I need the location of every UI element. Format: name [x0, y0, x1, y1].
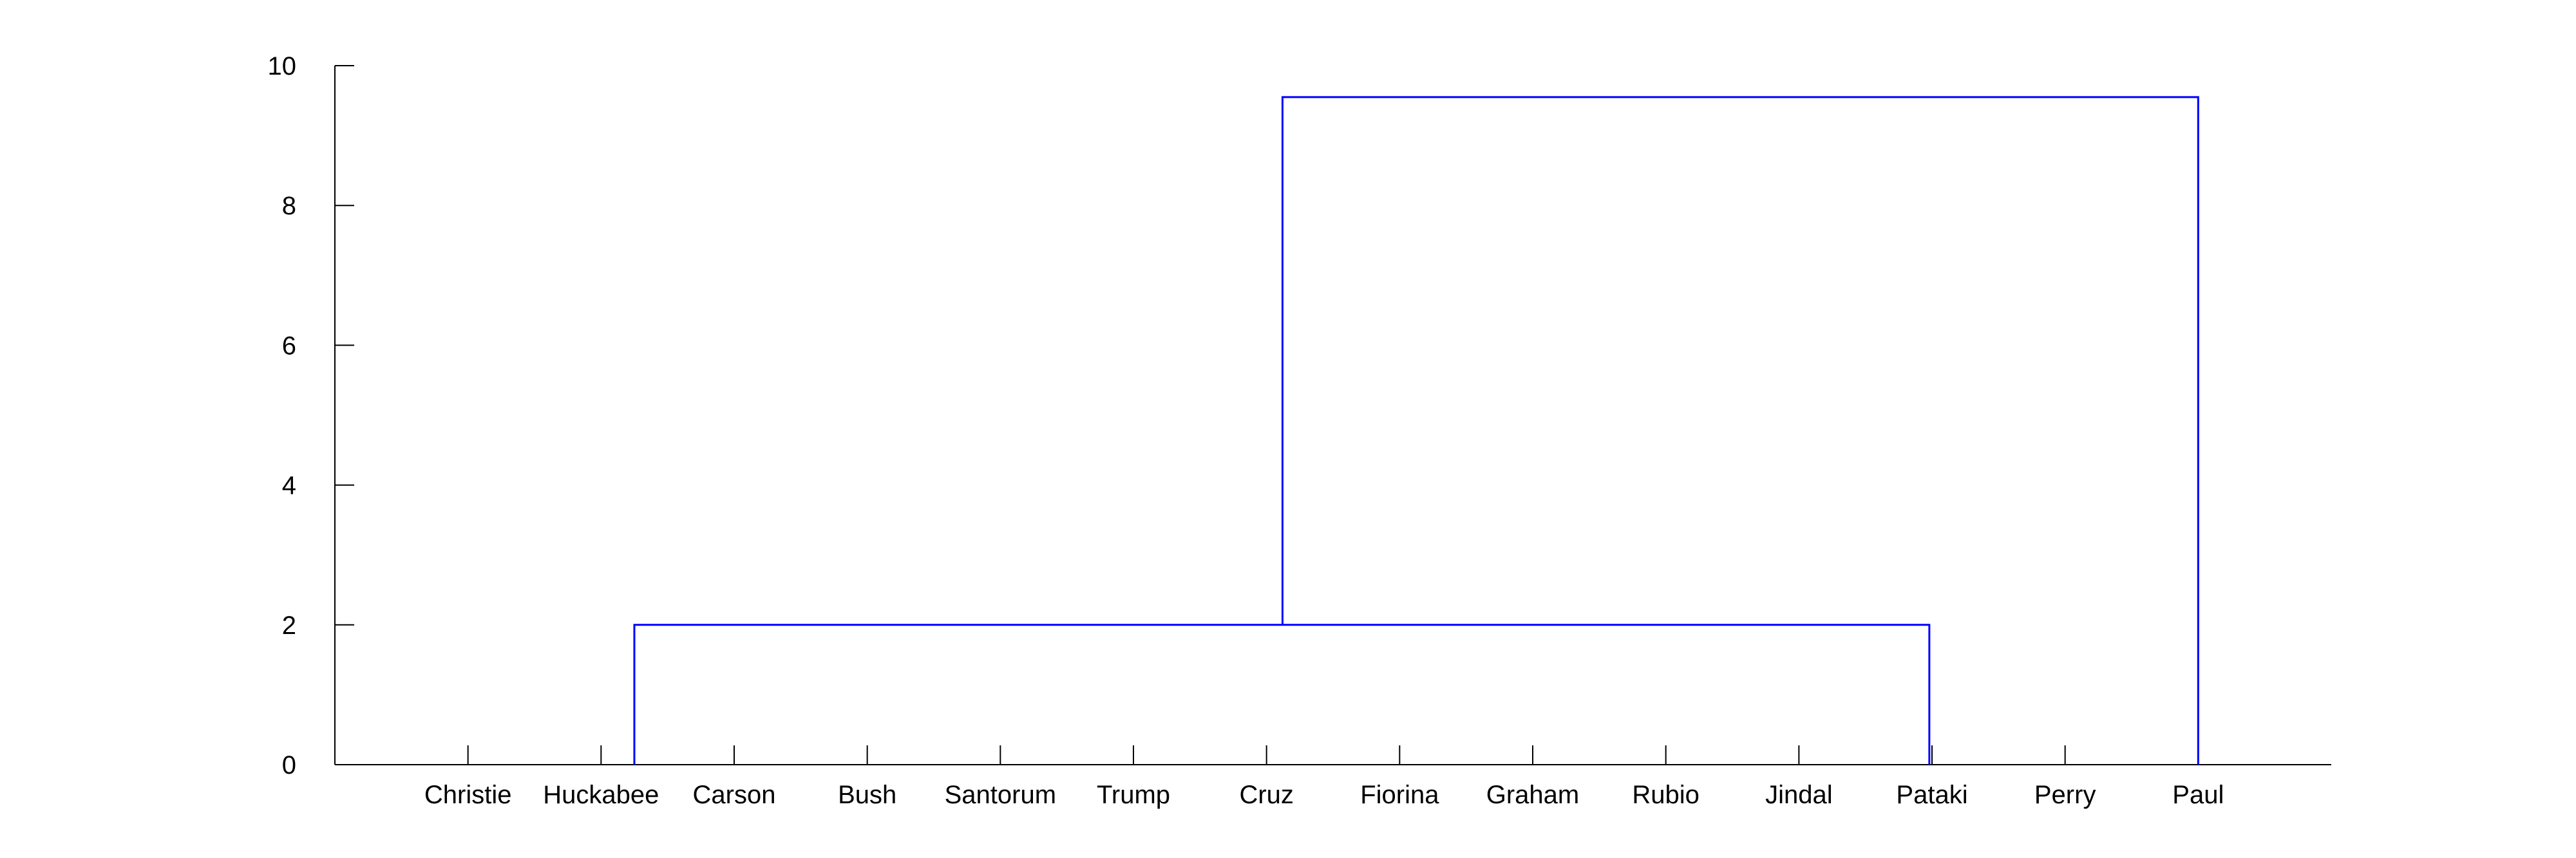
x-tick-label: Jindal: [1765, 781, 1833, 809]
x-tick-label: Bush: [838, 781, 896, 809]
dendrogram-link: [1281, 96, 2199, 765]
x-tick-label: Paul: [2172, 781, 2224, 809]
dendrogram-links: [633, 96, 2199, 765]
x-axis-ticks: Christie Huckabee Carson Bush Santorum Trump C…: [424, 745, 2224, 809]
x-tick-label: Christie: [424, 781, 512, 809]
y-tick-label: 0: [282, 751, 296, 779]
x-tick-label: Fiorina: [1360, 781, 1439, 809]
x-tick-label: Huckabee: [543, 781, 659, 809]
x-tick-label: Graham: [1486, 781, 1580, 809]
x-tick-label: Santorum: [945, 781, 1056, 809]
dendrogram-link: [633, 624, 1931, 765]
y-tick-label: 10: [268, 52, 297, 80]
x-tick-label: Carson: [693, 781, 776, 809]
y-axis-ticks: 0 2 4 6 8 10: [268, 52, 354, 779]
y-tick-label: 4: [282, 472, 296, 500]
x-tick-label: Pataki: [1896, 781, 1967, 809]
x-tick-label: Rubio: [1632, 781, 1700, 809]
axes: [334, 66, 2331, 765]
x-tick-label: Cruz: [1239, 781, 1293, 809]
x-tick-label: Trump: [1097, 781, 1170, 809]
y-tick-label: 6: [282, 331, 296, 360]
x-tick-label: Perry: [2034, 781, 2096, 809]
y-tick-label: 8: [282, 192, 296, 220]
y-tick-label: 2: [282, 611, 296, 640]
